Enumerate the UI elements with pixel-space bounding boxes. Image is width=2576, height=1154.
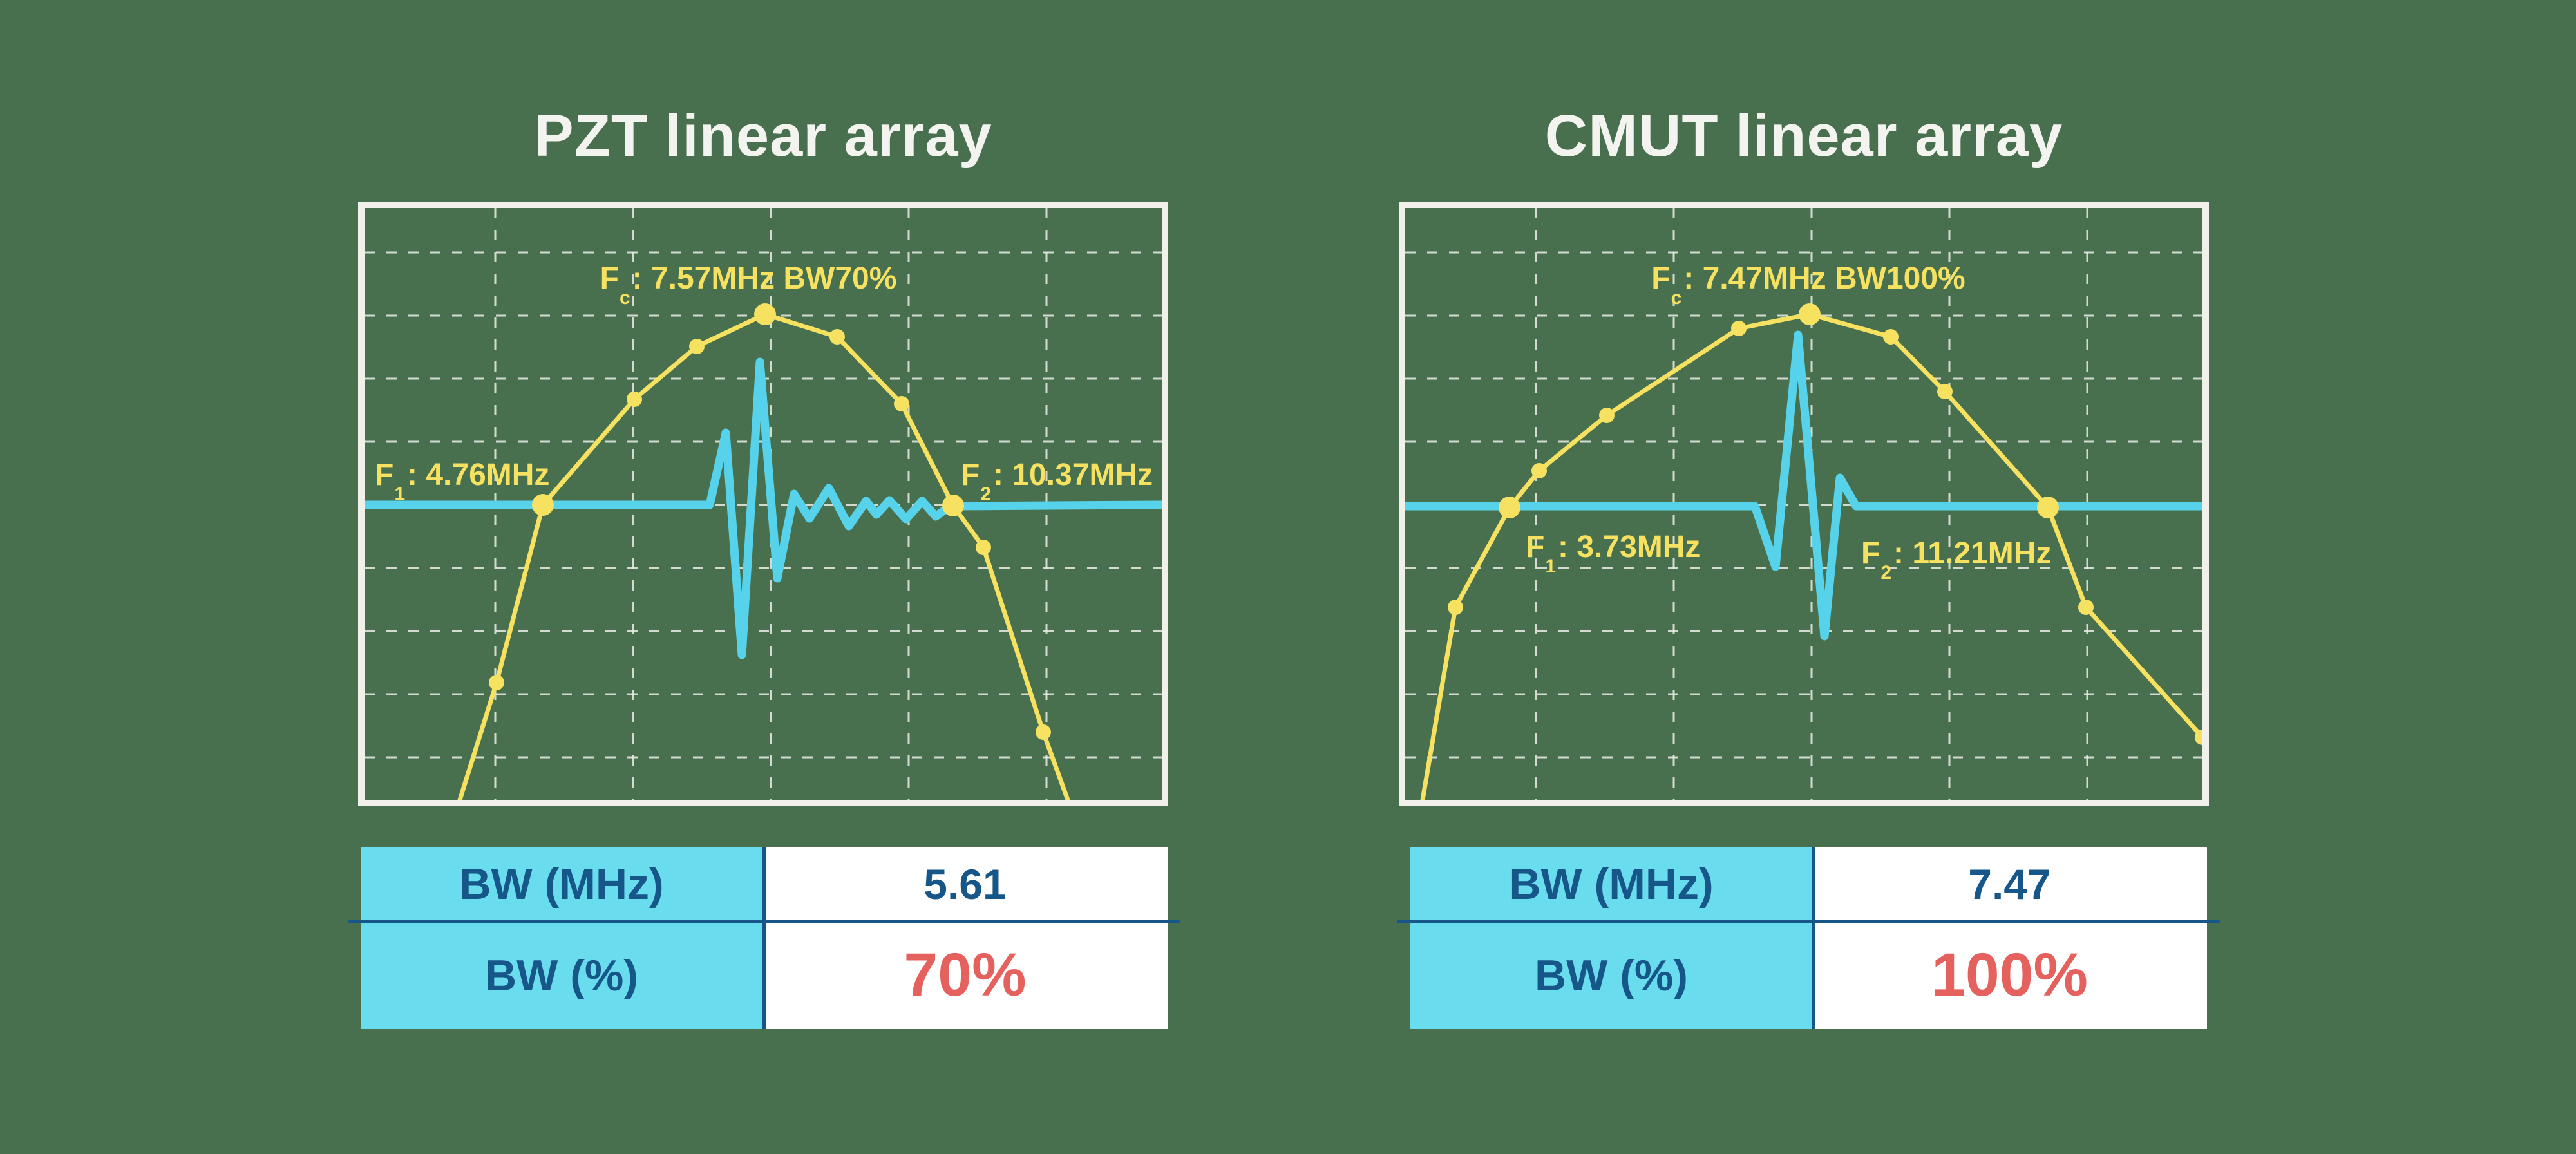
table-row: BW (MHz) 5.61 (361, 847, 1168, 922)
f1-subscript: 1 (394, 483, 406, 505)
bw-mhz-label: BW (MHz) (1410, 847, 1812, 922)
f2-symbol: F (961, 458, 980, 492)
cmut-fc-annotation: Fc: 7.47MHz BW100% (1651, 261, 1965, 308)
table-column-divider (1812, 847, 1815, 1029)
table-row: BW (%) 100% (1410, 922, 2207, 1029)
cmut-f2-annotation: F2: 11.21MHz (1861, 536, 2052, 583)
f1-symbol: F (375, 458, 394, 492)
f2-symbol: F (1861, 536, 1880, 571)
cmut-chart-frame: Fc: 7.47MHz BW100% F1: 3.73MHz F2: 11.21… (1399, 202, 2209, 806)
f2-value-text: : 11.21MHz (1893, 536, 2052, 571)
fc-value-text: : 7.57MHz BW70% (632, 261, 897, 296)
f2-subscript: 2 (1880, 562, 1892, 583)
fc-value-text: : 7.47MHz BW100% (1683, 261, 1965, 296)
table-column-divider (762, 847, 766, 1029)
bw-pct-label: BW (%) (1410, 922, 1812, 1029)
bw-pct-value: 100% (1812, 922, 2207, 1029)
table-row: BW (MHz) 7.47 (1410, 847, 2207, 922)
f1-symbol: F (1526, 530, 1545, 564)
pzt-f1-annotation: F1: 4.76MHz (375, 458, 550, 504)
pzt-bandwidth-table: BW (MHz) 5.61 BW (%) 70% (348, 847, 1180, 1029)
fc-subscript: c (619, 287, 630, 308)
bw-mhz-value: 7.47 (1812, 847, 2207, 922)
bw-pct-label: BW (%) (361, 922, 762, 1029)
f2-value-text: : 10.37MHz (993, 458, 1153, 492)
cmut-bandwidth-table: BW (MHz) 7.47 BW (%) 100% (1397, 847, 2220, 1029)
table-row: BW (%) 70% (361, 922, 1168, 1029)
bw-mhz-value: 5.61 (762, 847, 1168, 922)
panel-title-pzt: PZT linear array (534, 103, 992, 169)
cmut-chart-plot (1405, 208, 2202, 800)
f2-subscript: 2 (980, 483, 992, 505)
f1-subscript: 1 (1545, 555, 1557, 577)
fc-subscript: c (1671, 287, 1682, 308)
pzt-chart-plot (365, 208, 1162, 800)
pzt-f2-annotation: F2: 10.37MHz (961, 458, 1153, 504)
f1-value-text: : 4.76MHz (407, 458, 550, 492)
panel-title-cmut: CMUT linear array (1544, 103, 2063, 169)
cmut-f1-annotation: F1: 3.73MHz (1526, 530, 1701, 576)
fc-symbol: F (600, 261, 619, 296)
pzt-chart-frame: Fc: 7.57MHz BW70% F1: 4.76MHz F2: 10.37M… (358, 202, 1168, 806)
table-row-divider (348, 920, 1180, 923)
fc-symbol: F (1651, 261, 1671, 296)
bw-pct-value: 70% (762, 922, 1168, 1029)
pzt-fc-annotation: Fc: 7.57MHz BW70% (600, 261, 897, 308)
f1-value-text: : 3.73MHz (1558, 530, 1701, 564)
table-row-divider (1397, 920, 2220, 923)
bw-mhz-label: BW (MHz) (361, 847, 762, 922)
